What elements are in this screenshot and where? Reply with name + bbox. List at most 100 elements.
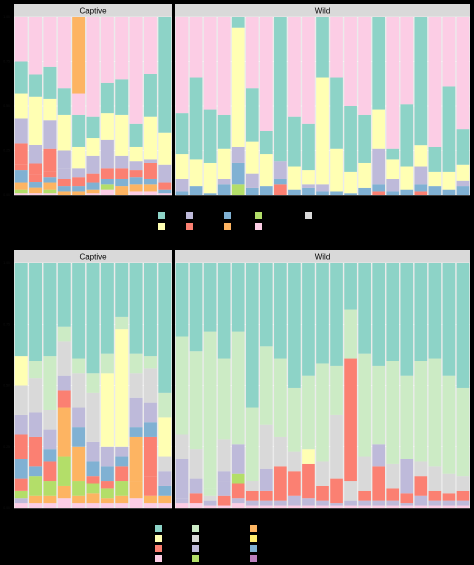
facet-title-1-1: Wild (315, 253, 331, 262)
bar-segment-0-13-5 (203, 17, 217, 110)
bar-segment-1-26-3 (386, 463, 400, 489)
bar-segment-0-23-4 (344, 106, 357, 172)
bar-segment-0-9-3 (143, 162, 157, 179)
legend-key-1-7 (192, 555, 199, 562)
bar-segment-1-6-8 (100, 263, 114, 354)
bar-segment-0-30-5 (442, 17, 456, 87)
bar-segment-0-25-3 (372, 148, 386, 185)
bar-segment-1-5-6 (86, 392, 100, 442)
bar-segment-0-11-2 (175, 178, 189, 192)
bar-segment-1-22-3 (330, 414, 343, 479)
legend-key-1-9 (250, 535, 257, 542)
bar-segment-1-8-2 (129, 436, 143, 482)
bar-segment-1-1-0 (29, 503, 43, 508)
bar-segment-0-8-6 (129, 123, 143, 147)
bar-segment-1-20-0 (302, 505, 315, 508)
bar-segment-0-14-5 (217, 17, 231, 115)
bar-segment-1-7-5 (115, 446, 129, 457)
y-tick-label-0-0: 0.00 (3, 193, 10, 197)
legend-key-1-3 (155, 555, 162, 562)
bar-segment-0-25-1 (372, 191, 386, 195)
bar-segment-1-15-4 (231, 444, 245, 474)
bar-segment-0-15-3 (231, 146, 245, 163)
bar-segment-0-18-3 (274, 161, 287, 179)
legend-key-1-8 (250, 525, 257, 532)
bar-segment-1-9-1 (143, 495, 157, 504)
bar-segment-1-28-1 (414, 495, 428, 506)
bar-segment-1-10-6 (158, 392, 172, 418)
bar-segment-0-0-8 (14, 61, 28, 94)
bar-segment-0-2-7 (43, 98, 57, 121)
bar-segment-0-0-9 (14, 17, 28, 62)
facet-strip-0-1 (175, 4, 470, 17)
bar-segment-0-20-3 (302, 170, 315, 185)
legend-key-1-11 (250, 555, 257, 562)
bar-segment-0-1-2 (29, 182, 43, 188)
bar-segment-1-16-1 (245, 500, 259, 506)
bar-segment-0-29-1 (428, 186, 442, 195)
bar-segment-1-28-5 (414, 263, 428, 361)
bar-segment-0-29-4 (428, 146, 442, 172)
bar-segment-1-10-5 (158, 417, 172, 457)
bar-segment-1-25-2 (372, 466, 386, 501)
bar-segment-0-9-4 (143, 159, 157, 163)
bar-segment-0-1-4 (29, 163, 43, 175)
bar-segment-0-24-3 (358, 162, 371, 188)
bar-segment-1-5-8 (86, 263, 100, 374)
bar-segment-0-19-5 (288, 17, 301, 117)
facet-title-0-0: Captive (79, 7, 107, 16)
bar-segment-1-7-6 (115, 329, 129, 447)
bar-segment-0-27-5 (400, 17, 414, 105)
bar-segment-0-3-7 (57, 88, 71, 115)
bar-segment-1-28-3 (414, 461, 428, 477)
bar-segment-1-14-6 (217, 263, 231, 359)
bar-segment-1-20-2 (302, 463, 315, 499)
bar-segment-0-1-5 (29, 144, 43, 164)
bar-segment-1-0-4 (14, 459, 28, 479)
bar-segment-1-2-5 (43, 429, 57, 450)
bar-segment-1-22-2 (330, 478, 343, 504)
bar-segment-0-1-7 (29, 74, 43, 97)
bar-segment-1-15-1 (231, 498, 245, 504)
bar-segment-1-9-8 (143, 263, 157, 357)
bar-segment-1-28-0 (414, 505, 428, 508)
bar-segment-1-24-3 (358, 456, 371, 491)
bar-segment-1-5-1 (86, 493, 100, 504)
bar-segment-1-15-0 (231, 503, 245, 508)
bar-segment-0-5-3 (86, 173, 100, 183)
bar-segment-1-1-5 (29, 412, 43, 437)
bar-segment-1-23-4 (344, 309, 357, 359)
bar-segment-1-30-1 (442, 500, 456, 506)
bar-segment-0-28-3 (414, 166, 428, 185)
bar-segment-1-2-1 (43, 495, 57, 504)
bar-segment-0-1-0 (29, 193, 43, 195)
bar-segment-1-10-2 (158, 485, 172, 496)
bar-segment-0-29-3 (428, 171, 442, 187)
bar-segment-0-8-2 (129, 177, 143, 185)
bar-segment-1-12-1 (189, 493, 203, 504)
bar-segment-0-13-4 (203, 109, 217, 163)
bar-segment-1-14-0 (217, 505, 231, 508)
bar-segment-1-17-6 (259, 263, 273, 347)
bar-segment-0-4-5 (72, 146, 86, 169)
bar-segment-1-13-2 (203, 495, 217, 501)
bar-segment-1-8-3 (129, 427, 143, 437)
bar-segment-0-5-0 (86, 193, 100, 195)
bar-segment-0-1-3 (29, 174, 43, 183)
bar-segment-1-10-1 (158, 495, 172, 504)
bar-segment-1-3-4 (57, 390, 71, 408)
bar-segment-1-27-1 (400, 503, 414, 506)
bar-segment-0-27-4 (400, 104, 414, 167)
bar-segment-1-6-3 (100, 481, 114, 489)
bar-segment-1-21-2 (316, 485, 329, 501)
bar-segment-0-23-1 (344, 193, 357, 195)
bar-segment-1-4-3 (72, 446, 86, 482)
bar-segment-0-3-6 (57, 114, 71, 151)
bar-segment-1-0-6 (14, 414, 28, 435)
bar-segment-1-2-6 (43, 410, 57, 430)
bar-segment-1-18-4 (274, 358, 287, 437)
bar-segment-0-23-3 (344, 171, 357, 194)
bar-segment-1-0-1 (14, 498, 28, 504)
bar-segment-0-6-1 (100, 184, 114, 190)
bar-segment-1-16-5 (245, 263, 259, 408)
